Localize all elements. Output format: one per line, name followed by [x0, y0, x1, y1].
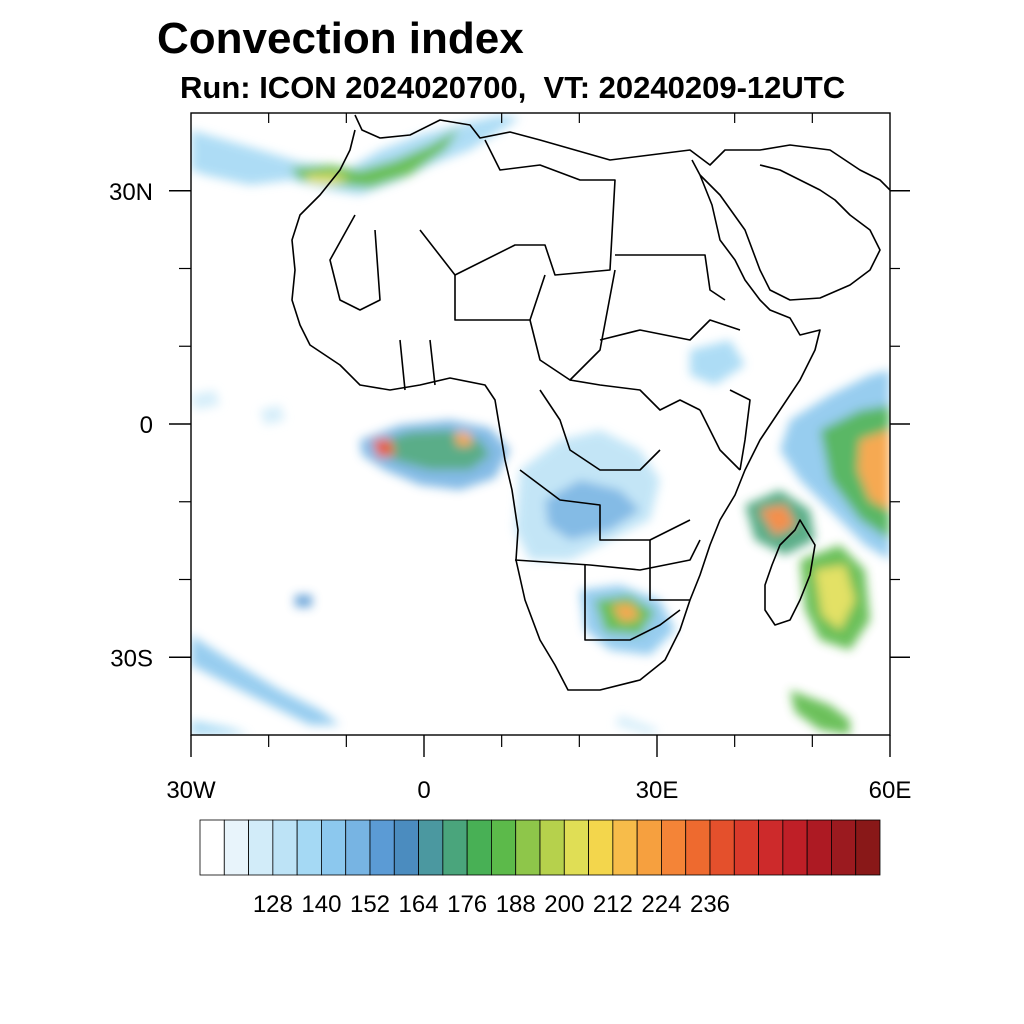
colorbar-swatch: [539, 819, 565, 876]
colorbar-label: 200: [544, 891, 584, 918]
colorbar-swatch: [733, 819, 759, 876]
colorbar-swatch: [491, 819, 517, 876]
colorbar-swatch: [661, 819, 687, 876]
lon-tick-label: 60E: [869, 777, 912, 804]
lon-tick-label: 0: [417, 777, 430, 804]
coastlines: [291, 114, 890, 691]
colorbar-label: 176: [447, 891, 487, 918]
colorbar-swatch: [418, 819, 444, 876]
colorbar-swatch: [369, 819, 395, 876]
colorbar-swatch: [296, 819, 322, 876]
colorbar-swatch: [199, 819, 225, 876]
colorbar-swatch: [612, 819, 638, 876]
colorbar: 128 140 152 164 176 188 200 212 224 236: [199, 819, 881, 918]
colorbar-swatch: [588, 819, 614, 876]
colorbar-swatch: [248, 819, 274, 876]
colorbar-swatch: [563, 819, 589, 876]
colorbar-label: 236: [690, 891, 730, 918]
chart-subtitle: Run: ICON 2024020700, VT: 20240209-12UTC: [180, 70, 846, 105]
colorbar-swatch: [709, 819, 735, 876]
colorbar-label: 164: [399, 891, 439, 918]
colorbar-swatch: [321, 819, 347, 876]
lat-tick-label: 30S: [110, 645, 153, 672]
colorbar-swatch: [806, 819, 832, 876]
colorbar-swatch: [758, 819, 784, 876]
colorbar-swatch: [466, 819, 492, 876]
chart-title: Convection index: [157, 14, 524, 63]
colorbar-swatch: [393, 819, 419, 876]
lon-tick-label: 30W: [166, 777, 216, 804]
colorbar-label: 140: [301, 891, 341, 918]
lon-tick-label: 30E: [636, 777, 679, 804]
colorbar-swatch: [782, 819, 808, 876]
convection-field: [191, 115, 890, 735]
colorbar-label: 128: [253, 891, 293, 918]
axis-ticks: 30W 0 30E 60E 30N 0 30S: [109, 113, 911, 804]
colorbar-swatch: [831, 819, 857, 876]
colorbar-swatch: [223, 819, 249, 876]
lat-tick-label: 30N: [109, 179, 153, 206]
lat-tick-label: 0: [140, 412, 153, 439]
colorbar-swatch: [685, 819, 711, 876]
colorbar-label: 152: [350, 891, 390, 918]
colorbar-swatch: [855, 819, 881, 876]
colorbar-label: 212: [593, 891, 633, 918]
colorbar-label: 224: [641, 891, 681, 918]
colorbar-swatch: [515, 819, 541, 876]
colorbar-swatch: [272, 819, 298, 876]
colorbar-swatch: [442, 819, 468, 876]
colorbar-swatch: [345, 819, 371, 876]
colorbar-label: 188: [496, 891, 536, 918]
colorbar-swatch: [636, 819, 662, 876]
